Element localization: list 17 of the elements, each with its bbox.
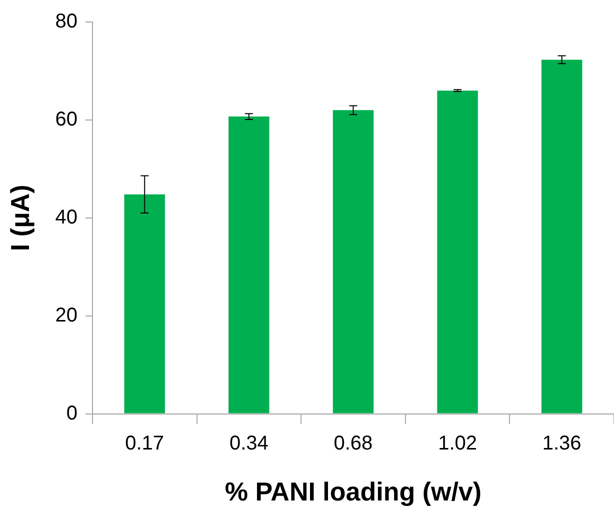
y-tick-label: 80 [55,10,78,33]
x-tick-label: 0.68 [334,432,373,454]
bar [228,116,270,414]
y-tick-label: 20 [55,304,78,326]
bar [124,194,165,414]
y-axis-title: I (μA) [4,184,35,252]
x-tick-label: 1.36 [542,432,582,454]
x-axis-title: % PANI loading (w/v) [224,476,482,507]
bar [542,60,582,414]
bar [332,110,374,414]
y-tick-label: 40 [55,206,78,228]
x-tick-label: 1.02 [438,432,478,454]
x-tick-label: 0.17 [125,432,164,454]
x-tick-label: 0.34 [229,432,268,454]
y-tick-label: 60 [55,108,78,130]
y-tick-label: 0 [66,402,78,424]
bar [437,90,478,414]
